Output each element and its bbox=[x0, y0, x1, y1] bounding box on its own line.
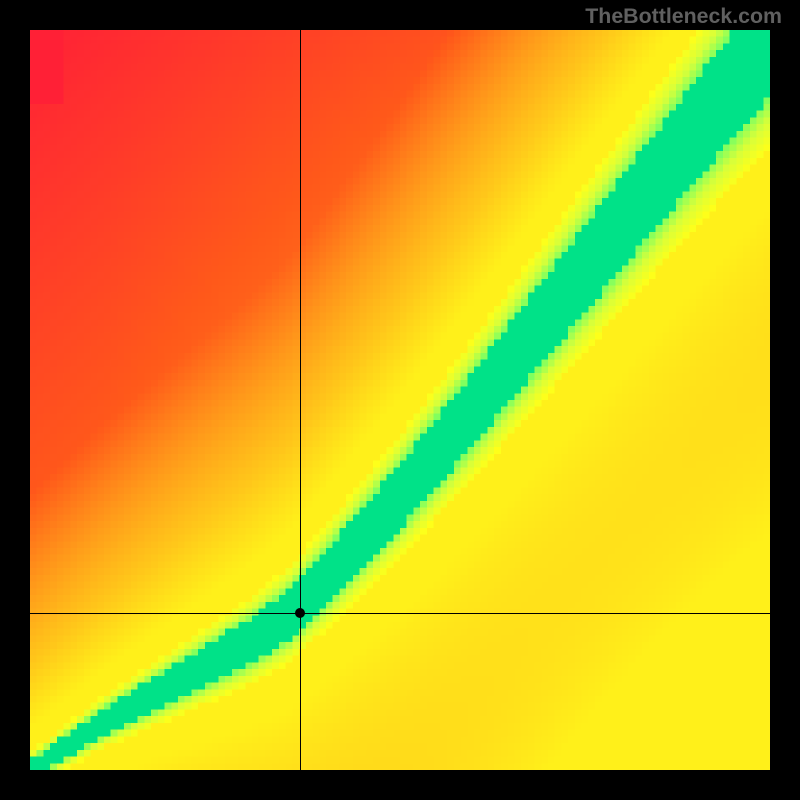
marker-dot bbox=[295, 608, 305, 618]
crosshair-horizontal bbox=[30, 613, 770, 614]
watermark-text: TheBottleneck.com bbox=[585, 4, 782, 28]
crosshair-vertical bbox=[300, 30, 301, 770]
heatmap-plot bbox=[30, 30, 770, 770]
heatmap-canvas bbox=[30, 30, 770, 770]
chart-frame: TheBottleneck.com bbox=[0, 0, 800, 800]
watermark: TheBottleneck.com bbox=[585, 4, 782, 29]
